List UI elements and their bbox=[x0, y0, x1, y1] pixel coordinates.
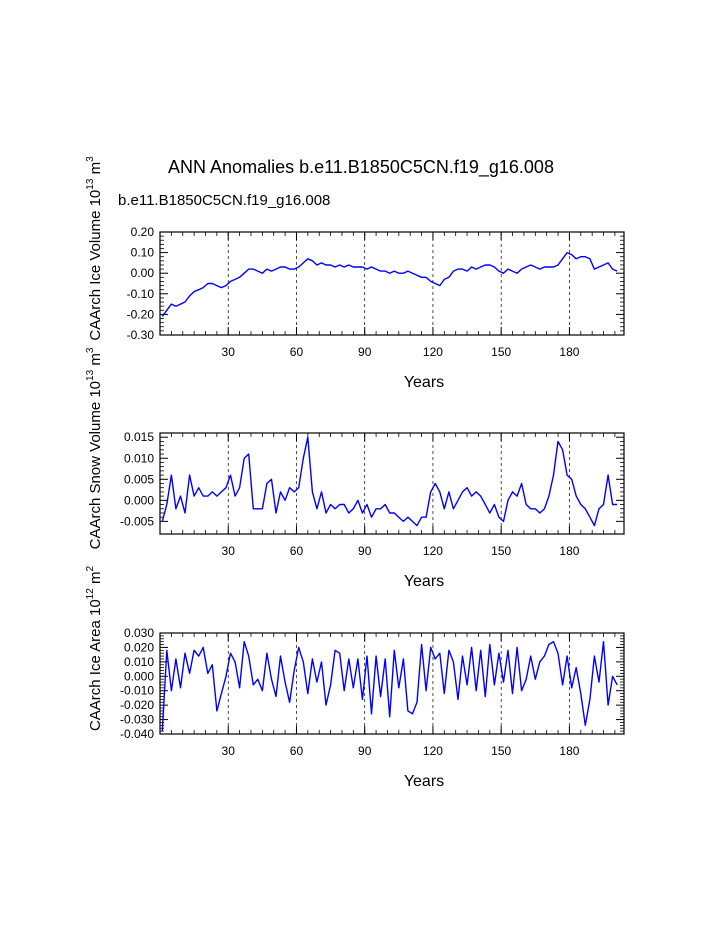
chart-panel-3: 30 60 90 120 150 180-0.040-0.030-0.020-0.0100… bbox=[85, 566, 625, 790]
x-axis-title: Years bbox=[404, 573, 444, 590]
x-tick-label: 180 bbox=[559, 345, 579, 359]
y-axis-title-exponent: 2 bbox=[85, 566, 96, 572]
x-tick-label: 150 bbox=[491, 345, 511, 359]
chart-panel-1: 30 60 90 120 150 180 -0.30 -0.20 -0.10 0.00 0.10 0.… bbox=[85, 156, 625, 391]
x-axis-title: Years bbox=[404, 374, 444, 391]
plot-frame bbox=[159, 432, 625, 535]
y-axis-title-text: CAArch Ice Volume 10 bbox=[87, 190, 104, 341]
x-tick-label: 150 bbox=[491, 544, 511, 558]
data-series-line bbox=[161, 436, 618, 527]
y-axis-title-text: CAArch Ice Area 10 bbox=[87, 599, 104, 731]
x-tick-label: 60 bbox=[290, 345, 304, 359]
y-axis-title-text: m bbox=[87, 162, 104, 179]
y-tick-label: 0.030 bbox=[124, 626, 154, 640]
figure-title: ANN Anomalies b.e11.B1850C5CN.f19_g16.00… bbox=[168, 157, 554, 178]
x-tick-label: 120 bbox=[423, 744, 443, 758]
y-tick-label: 0.20 bbox=[131, 225, 155, 239]
y-axis-title-exponent: 3 bbox=[85, 156, 96, 162]
y-axis-title-exponent: 13 bbox=[85, 369, 96, 381]
x-tick-label: 90 bbox=[358, 744, 372, 758]
y-tick-label: 0.015 bbox=[124, 430, 154, 444]
y-tick-label: 0.00 bbox=[131, 266, 155, 280]
y-tick-label: -0.040 bbox=[120, 727, 154, 741]
y-axis-title-exponent: 3 bbox=[85, 347, 96, 353]
y-axis-title-text: CAArch Snow Volume 10 bbox=[87, 381, 104, 549]
y-tick-label: 0.010 bbox=[124, 655, 154, 669]
chart-panel-2: 30 60 90 120 150 180 -0.005 0.000 0.005 0.010 0.01… bbox=[85, 347, 625, 590]
x-tick-label: 60 bbox=[290, 744, 304, 758]
y-tick-label: 0.000 bbox=[124, 493, 154, 507]
y-tick-label: 0.10 bbox=[131, 246, 155, 260]
x-axis-title: Years bbox=[404, 773, 444, 790]
data-series-line bbox=[161, 641, 618, 732]
x-tick-label: 30 bbox=[222, 544, 236, 558]
y-tick-label: -0.030 bbox=[120, 713, 154, 727]
data-series-line bbox=[161, 251, 618, 317]
y-tick-label: -0.020 bbox=[120, 698, 154, 712]
y-axis-title: CAArch Snow Volume 1013 m3 bbox=[85, 347, 104, 549]
y-axis-title-exponent: 13 bbox=[85, 178, 96, 190]
y-tick-label: 0.000 bbox=[124, 669, 154, 683]
y-axis-title: CAArch Ice Area 1012 m2 bbox=[85, 566, 104, 732]
x-tick-label: 180 bbox=[559, 544, 579, 558]
x-tick-label: 120 bbox=[423, 544, 443, 558]
x-tick-label: 30 bbox=[222, 345, 236, 359]
y-tick-label: -0.10 bbox=[127, 287, 155, 301]
panels: 30 60 90 120 150 180 -0.30 -0.20 -0.10 0.00 0.10 0.… bbox=[85, 156, 625, 790]
y-tick-label: -0.005 bbox=[120, 514, 154, 528]
y-tick-label: -0.010 bbox=[120, 684, 154, 698]
y-tick-label: -0.30 bbox=[127, 328, 155, 342]
x-tick-label: 60 bbox=[290, 544, 304, 558]
y-axis-title-exponent: 12 bbox=[85, 588, 96, 600]
x-tick-label: 90 bbox=[358, 544, 372, 558]
y-tick-label: 0.020 bbox=[124, 640, 154, 654]
y-tick-label: 0.010 bbox=[124, 451, 154, 465]
x-tick-label: 90 bbox=[358, 345, 372, 359]
x-tick-label: 120 bbox=[423, 345, 443, 359]
plot-frame bbox=[159, 632, 625, 735]
x-tick-label: 150 bbox=[491, 744, 511, 758]
y-tick-label: 0.005 bbox=[124, 472, 154, 486]
figure-subtitle: b.e11.B1850C5CN.f19_g16.008 bbox=[118, 192, 330, 209]
x-tick-label: 30 bbox=[222, 744, 236, 758]
y-tick-label: -0.20 bbox=[127, 307, 155, 321]
y-axis-title: CAArch Ice Volume 1013 m3 bbox=[85, 156, 104, 341]
y-axis-title-text: m bbox=[87, 353, 104, 370]
x-tick-label: 180 bbox=[559, 744, 579, 758]
plot-frame bbox=[159, 231, 625, 336]
y-axis-title-text: m bbox=[87, 572, 104, 589]
